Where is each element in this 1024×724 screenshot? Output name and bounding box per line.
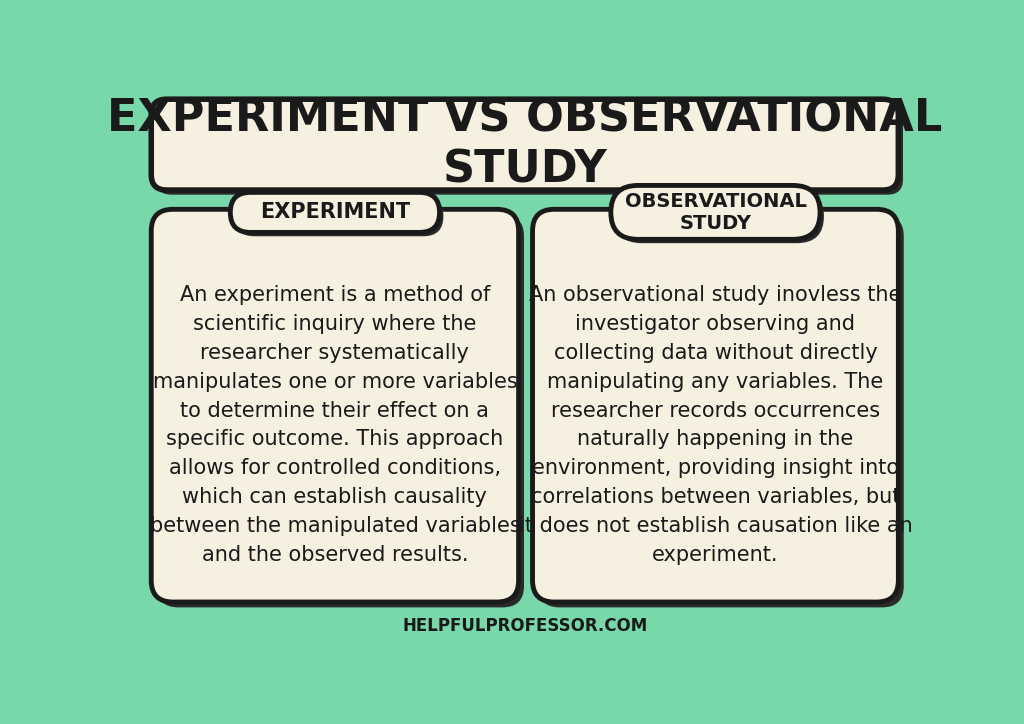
Text: EXPERIMENT: EXPERIMENT — [260, 203, 410, 222]
FancyBboxPatch shape — [152, 99, 898, 190]
FancyBboxPatch shape — [234, 196, 443, 236]
Text: HELPFULPROFESSOR.COM: HELPFULPROFESSOR.COM — [402, 617, 647, 635]
FancyBboxPatch shape — [152, 209, 518, 602]
FancyBboxPatch shape — [157, 215, 524, 607]
FancyBboxPatch shape — [538, 215, 904, 607]
Text: An observational study inovless the
investigator observing and
collecting data w: An observational study inovless the inve… — [518, 285, 912, 565]
FancyBboxPatch shape — [230, 193, 439, 232]
FancyBboxPatch shape — [614, 189, 824, 243]
FancyBboxPatch shape — [611, 185, 820, 240]
Text: EXPERIMENT VS OBSERVATIONAL
STUDY: EXPERIMENT VS OBSERVATIONAL STUDY — [108, 98, 942, 192]
FancyBboxPatch shape — [156, 104, 903, 195]
Text: An experiment is a method of
scientific inquiry where the
researcher systematica: An experiment is a method of scientific … — [150, 285, 520, 565]
FancyBboxPatch shape — [532, 209, 898, 602]
Text: OBSERVATIONAL
STUDY: OBSERVATIONAL STUDY — [625, 192, 806, 233]
